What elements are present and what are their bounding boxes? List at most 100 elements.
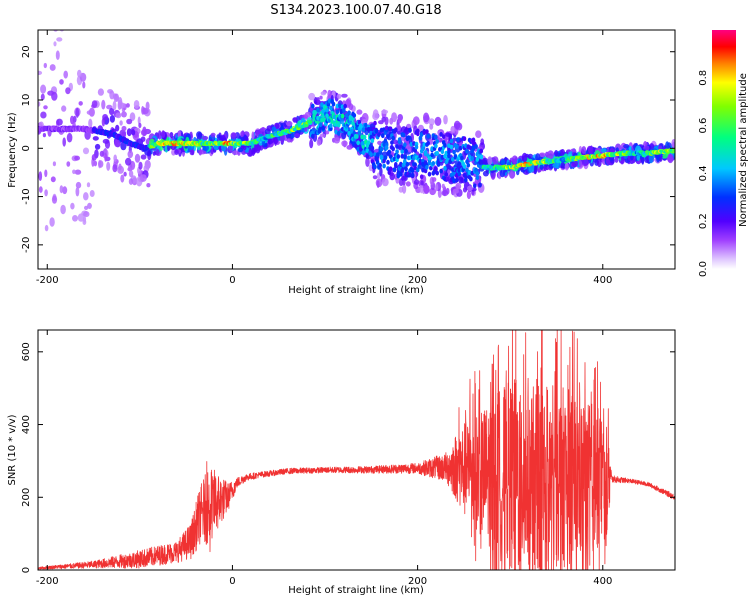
heatmap-cell [66, 132, 73, 143]
heatmap-cell [423, 168, 428, 174]
spectrogram-frame [37, 29, 676, 270]
heatmap-cell [447, 150, 451, 155]
heatmap-cell [392, 167, 397, 173]
heatmap-cell [348, 116, 353, 121]
heatmap-cell [399, 171, 403, 177]
heatmap-cell [470, 156, 475, 161]
heatmap-cell [38, 101, 41, 107]
heatmap-cell [325, 113, 329, 119]
heatmap-cell [423, 150, 428, 155]
heatmap-cell [86, 182, 91, 188]
heatmap-cell [356, 140, 361, 146]
heatmap-cell [336, 121, 341, 127]
heatmap-cell [379, 146, 384, 152]
heatmap-cell [456, 137, 460, 143]
colorbar-tick-label: 0.2 [698, 213, 709, 229]
heatmap-cell [346, 145, 353, 150]
heatmap-cell [445, 187, 450, 195]
heatmap-cell [403, 142, 407, 148]
heatmap-cell [457, 161, 462, 167]
heatmap-cell [138, 122, 142, 128]
heatmap-cell [38, 186, 43, 193]
heatmap-cell [454, 177, 459, 183]
heatmap-cell [88, 118, 93, 128]
heatmap-cell [44, 224, 49, 232]
y-tick-label: 600 [21, 342, 32, 361]
heatmap-cell [672, 148, 675, 153]
heatmap-cell [388, 126, 393, 132]
heatmap-cell [340, 126, 345, 132]
heatmap-cell [426, 140, 431, 146]
heatmap-cells [38, 30, 675, 232]
heatmap-cell [331, 101, 336, 107]
heatmap-cell [120, 141, 127, 151]
heatmap-cell [152, 151, 156, 156]
colorbar-tick-label: 0.8 [698, 70, 709, 86]
heatmap-cell [355, 134, 359, 139]
heatmap-cell [475, 171, 480, 177]
heatmap-cell [465, 167, 469, 173]
heatmap-cell [51, 195, 58, 204]
heatmap-cell [381, 109, 389, 115]
heatmap-cell [447, 153, 451, 159]
heatmap-cell [383, 138, 388, 144]
heatmap-cell [401, 175, 408, 182]
heatmap-cell [84, 205, 89, 210]
heatmap-cell [384, 145, 389, 151]
heatmap-cell [329, 123, 333, 128]
heatmap-cell [460, 177, 464, 183]
heatmap-cell [66, 161, 71, 167]
heatmap-cell [469, 176, 473, 182]
heatmap-cell [125, 103, 130, 108]
colorbar: 0.0 0.2 0.4 0.6 0.8 Normalized spectral ampl… [698, 30, 749, 277]
heatmap-cell [94, 143, 101, 150]
heatmap-cell [589, 145, 594, 155]
heatmap-cell [311, 133, 315, 139]
heatmap-cell [65, 87, 71, 95]
heatmap-cell [375, 152, 380, 158]
heatmap-cell [444, 172, 449, 177]
heatmap-cell [434, 143, 438, 149]
heatmap-cell [400, 149, 405, 155]
heatmap-cell [231, 150, 239, 155]
heatmap-cell [320, 102, 324, 107]
heatmap-cell [49, 64, 56, 71]
colorbar-tick-label: 0.6 [698, 118, 709, 134]
heatmap-cell [410, 168, 415, 174]
heatmap-cell [402, 184, 407, 194]
heatmap-cell [475, 175, 480, 181]
heatmap-cell [395, 149, 399, 155]
heatmap-cell [325, 107, 329, 113]
heatmap-cell [462, 136, 467, 142]
heatmap-cell [389, 172, 396, 181]
heatmap-cell [77, 69, 82, 78]
heatmap-cell [47, 90, 55, 96]
heatmap-cell [656, 154, 660, 163]
heatmap-cell [457, 171, 462, 177]
heatmap-cell [230, 132, 237, 140]
heatmap-cell [38, 70, 43, 75]
heatmap-cell [454, 144, 459, 150]
heatmap-cell [75, 186, 80, 197]
heatmap-cell [349, 128, 354, 134]
heatmap-cell [547, 150, 554, 160]
snr-frame [37, 329, 676, 571]
heatmap-cell [82, 81, 86, 89]
heatmap-cell [115, 112, 122, 119]
heatmap-cell [347, 131, 351, 136]
heatmap-cell [44, 169, 48, 178]
colorbar-ticks: 0.0 0.2 0.4 0.6 0.8 [698, 70, 709, 277]
heatmap-cell [386, 159, 390, 165]
heatmap-cell [449, 138, 454, 144]
snr-panel: -200 0 200 400 0 200 400 600 Height of straigh… [7, 329, 676, 596]
heatmap-cell [343, 103, 348, 109]
heatmap-cell [462, 164, 467, 169]
heatmap-cell [56, 37, 63, 42]
heatmap-cell [320, 117, 324, 123]
heatmap-cell [99, 150, 105, 157]
heatmap-cell [133, 100, 140, 109]
heatmap-cell [479, 160, 484, 165]
heatmap-cell [362, 134, 367, 140]
heatmap-cell [128, 178, 134, 185]
heatmap-cell [357, 130, 362, 136]
